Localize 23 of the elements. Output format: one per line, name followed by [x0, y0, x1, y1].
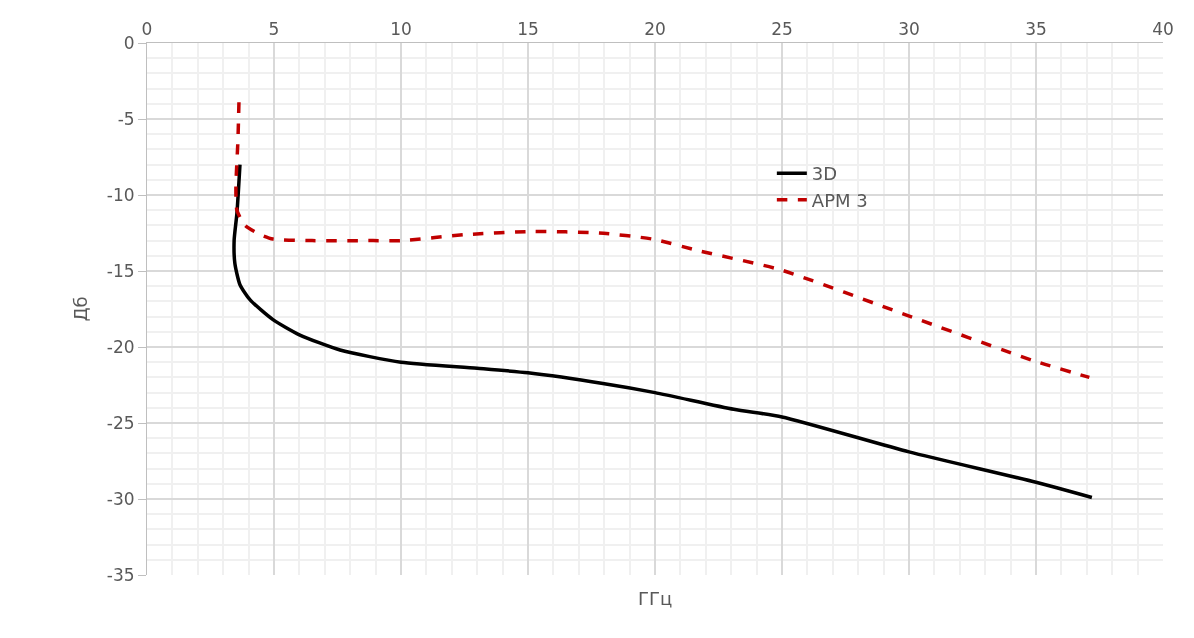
- line-series: [232, 162, 1094, 500]
- legend-label: АРМ 3: [811, 189, 868, 211]
- y-tick-label: -25: [106, 412, 135, 433]
- x-tick-label: 20: [644, 19, 666, 40]
- x-tick-label: 35: [1025, 19, 1047, 40]
- x-tick-label: 40: [1152, 19, 1174, 40]
- y-tick-label: -5: [117, 108, 135, 129]
- y-tick-label: -20: [106, 336, 135, 357]
- x-tick-label: 10: [390, 19, 412, 40]
- y-axis-title: Дб: [70, 296, 92, 322]
- x-axis-title: ГГц: [638, 588, 673, 609]
- y-tick-label: -35: [106, 564, 135, 585]
- x-tick-label: 30: [898, 19, 920, 40]
- x-tick-label: 15: [517, 19, 539, 40]
- y-tick-label: -10: [106, 184, 135, 205]
- x-tick-label: 5: [268, 19, 280, 40]
- y-tick-label: -30: [106, 488, 135, 509]
- legend-label: 3D: [811, 163, 838, 185]
- line-series: [234, 100, 1092, 380]
- x-tick-label: 25: [771, 19, 793, 40]
- y-tick-label: 0: [123, 32, 135, 53]
- y-tick-label: -15: [106, 260, 135, 281]
- x-tick-label: 0: [141, 19, 153, 40]
